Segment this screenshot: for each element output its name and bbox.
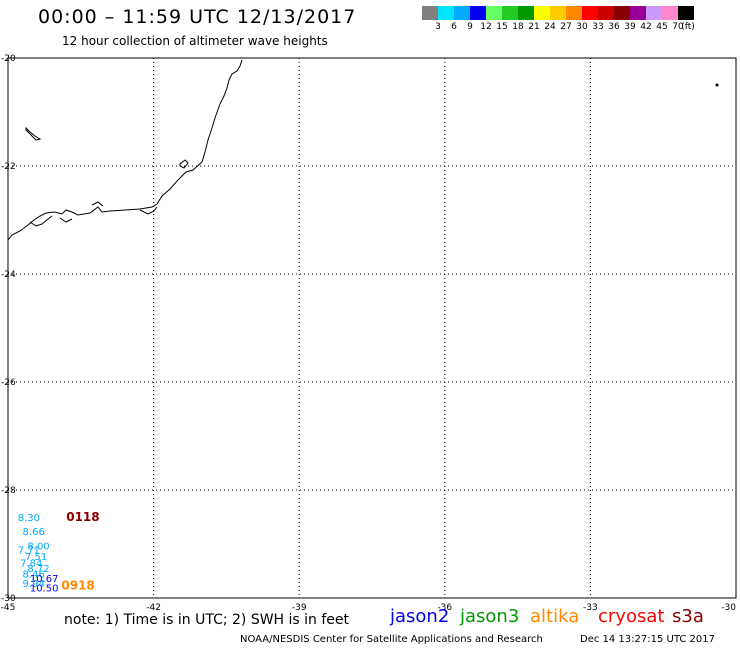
legend-label: 3 [435, 22, 441, 32]
longitude-tick-label: -39 [292, 603, 307, 613]
legend-swatch [470, 6, 486, 20]
legend-swatch [678, 6, 694, 20]
legend-label: 6 [451, 22, 457, 32]
latitude-tick-label: -20 [1, 54, 16, 64]
legend-label: (ft) [681, 22, 695, 32]
wave-height-legend: 3 6 9 12 15 18 21 24 27 30 33 36 39 42 45 70 (ft) [422, 6, 695, 34]
wave-height-label: 10.50 [30, 584, 59, 595]
legend-swatch [646, 6, 662, 20]
legend-label: 42 [640, 22, 652, 32]
wave-height-label: 7.84 [20, 559, 42, 570]
legend-swatches [422, 6, 694, 20]
credit-line: NOAA/NESDIS Center for Satellite Applica… [240, 634, 543, 645]
wave-height-label: 8.66 [23, 527, 45, 538]
axis-ticks: -45 -42 -39 -36 -33 -30 -20 -22 -24 -26 -28 -30 [1, 54, 737, 613]
legend-swatch [582, 6, 598, 20]
legend-label: 36 [608, 22, 620, 32]
legend-label: 70 [672, 22, 684, 32]
wave-height-label: 7.51 [25, 552, 47, 563]
satellite-cryosat: cryosat [598, 606, 665, 627]
latitude-tick-label: -28 [1, 486, 16, 496]
map-subtitle: 12 hour collection of altimeter wave hei… [62, 34, 328, 48]
satellite-jason3: jason3 [460, 606, 520, 627]
legend-swatch [438, 6, 454, 20]
wave-height-label: 7.71 [18, 546, 40, 557]
wave-height-label: 10.67 [30, 574, 59, 585]
wave-height-label: 8.30 [18, 513, 40, 524]
island [25, 126, 42, 141]
satellite-s3a: s3a [672, 606, 704, 627]
legend-swatch [598, 6, 614, 20]
longitude-tick-label: -42 [146, 603, 161, 613]
legend-swatch [454, 6, 470, 20]
legend-label: 18 [512, 22, 524, 32]
coastline-bay [29, 201, 158, 227]
legend-swatch [518, 6, 534, 20]
legend-label: 12 [480, 22, 492, 32]
legend-label: 33 [592, 22, 604, 32]
legend-label: 9 [467, 22, 473, 32]
satellite-jason2: jason2 [390, 606, 450, 627]
coastline [7, 59, 719, 241]
coastline-cape-island [179, 159, 189, 169]
map-grid [7, 57, 737, 599]
generated-timestamp: Dec 14 13:27:15 UTC 2017 [580, 634, 715, 645]
island-dot [715, 83, 719, 87]
observation-time-label: 0918 [61, 578, 94, 592]
legend-label: 39 [624, 22, 636, 32]
longitude-tick-label: -33 [583, 603, 598, 613]
wave-height-label: 8.46 [23, 569, 45, 580]
latitude-tick-label: -24 [1, 270, 16, 280]
legend-swatch [630, 6, 646, 20]
map-title: 00:00 – 11:59 UTC 12/13/2017 [38, 6, 357, 28]
longitude-tick-label: -45 [1, 603, 16, 613]
legend-swatch [614, 6, 630, 20]
legend-label: 27 [560, 22, 572, 32]
footer-note: note: 1) Time is in UTC; 2) SWH is in fe… [64, 612, 350, 628]
latitude-tick-label: -26 [1, 378, 16, 388]
wave-height-label: 9.94 [23, 579, 45, 590]
legend-swatch [502, 6, 518, 20]
observation-time-label: 0118 [66, 510, 99, 524]
longitude-tick-label: -30 [721, 603, 736, 613]
legend-swatch [550, 6, 566, 20]
legend-swatch [662, 6, 678, 20]
legend-swatch [534, 6, 550, 20]
legend-label: 15 [496, 22, 508, 32]
satellite-altika: altika [530, 606, 580, 627]
legend-swatch [486, 6, 502, 20]
legend-label: 24 [544, 22, 556, 32]
wave-height-label: 8.72 [27, 564, 49, 575]
map-frame [7, 57, 737, 599]
legend-label: 45 [656, 22, 668, 32]
observations: 8.30 0118 8.66 8.007.717.517.848.728.4610.6… [18, 510, 100, 595]
latitude-tick-label: -30 [1, 594, 16, 604]
legend-swatch [422, 6, 438, 20]
wave-height-label: 8.00 [27, 541, 49, 552]
coastline-mainland [7, 59, 243, 241]
legend-swatch [566, 6, 582, 20]
legend-label: 30 [576, 22, 588, 32]
latitude-tick-label: -22 [1, 162, 16, 172]
legend-labels: 3 6 9 12 15 18 21 24 27 30 33 36 39 42 45 70 (ft) [422, 20, 695, 34]
legend-label: 21 [528, 22, 540, 32]
longitude-tick-label: -36 [437, 603, 452, 613]
